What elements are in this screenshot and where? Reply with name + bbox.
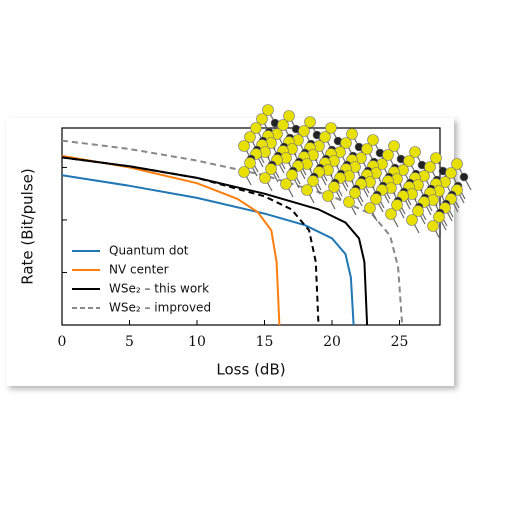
plot: 0 5 10 15 20 25 Loss (dB) Rate (Bit/pulse) Quant…: [19, 127, 441, 379]
atom: [283, 110, 295, 122]
crystal-illustration: [238, 104, 472, 240]
legend-label: Quantum dot: [109, 244, 189, 258]
atom: [346, 128, 358, 140]
atom: [340, 137, 352, 149]
series-line: [61, 139, 404, 326]
atom: [370, 193, 382, 205]
atom: [406, 214, 418, 226]
atom: [301, 184, 313, 196]
atom: [325, 122, 337, 134]
atom: [433, 211, 445, 223]
x-tick-label: 10: [188, 334, 206, 350]
atom: [427, 220, 439, 232]
atom: [445, 167, 457, 179]
atom: [277, 119, 289, 131]
atom: [364, 202, 376, 214]
legend-label: NV center: [109, 263, 169, 277]
atom: [244, 157, 256, 169]
atom: [382, 149, 394, 161]
atom: [424, 161, 436, 173]
atom: [298, 125, 310, 137]
atom: [286, 169, 298, 181]
y-axis-label: Rate (Bit/pulse): [19, 168, 37, 285]
atom: [391, 199, 403, 211]
atom: [304, 116, 316, 128]
series-line: [61, 174, 355, 326]
legend-label: WSe₂ – this work: [109, 282, 209, 296]
atom: [385, 208, 397, 220]
atom: [238, 166, 250, 178]
atom: [238, 140, 250, 152]
atom: [451, 158, 463, 170]
atom: [388, 140, 400, 152]
series-line: [61, 154, 281, 326]
x-tick-label: 15: [256, 334, 274, 350]
atom: [259, 172, 271, 184]
atom: [430, 152, 442, 164]
atom: [459, 172, 469, 182]
atom: [343, 196, 355, 208]
atom: [280, 178, 292, 190]
atom: [409, 146, 421, 158]
atom: [307, 175, 319, 187]
atom: [403, 155, 415, 167]
atom: [412, 205, 424, 217]
series-line: [61, 156, 320, 326]
x-tick-label: 25: [391, 334, 409, 350]
x-tick-label: 0: [58, 334, 67, 350]
atom: [367, 134, 379, 146]
x-tick-label: 5: [125, 334, 134, 350]
x-axis-label: Loss (dB): [216, 361, 285, 379]
atom: [322, 190, 334, 202]
atom: [262, 104, 274, 116]
atom: [250, 122, 262, 134]
atom: [319, 131, 331, 143]
atom: [328, 181, 340, 193]
atom: [256, 113, 268, 125]
atom: [349, 187, 361, 199]
atom: [265, 163, 277, 175]
legend-label: WSe₂ – improved: [109, 301, 211, 315]
atom: [361, 143, 373, 155]
x-tick-label: 20: [323, 334, 341, 350]
atom: [244, 131, 256, 143]
